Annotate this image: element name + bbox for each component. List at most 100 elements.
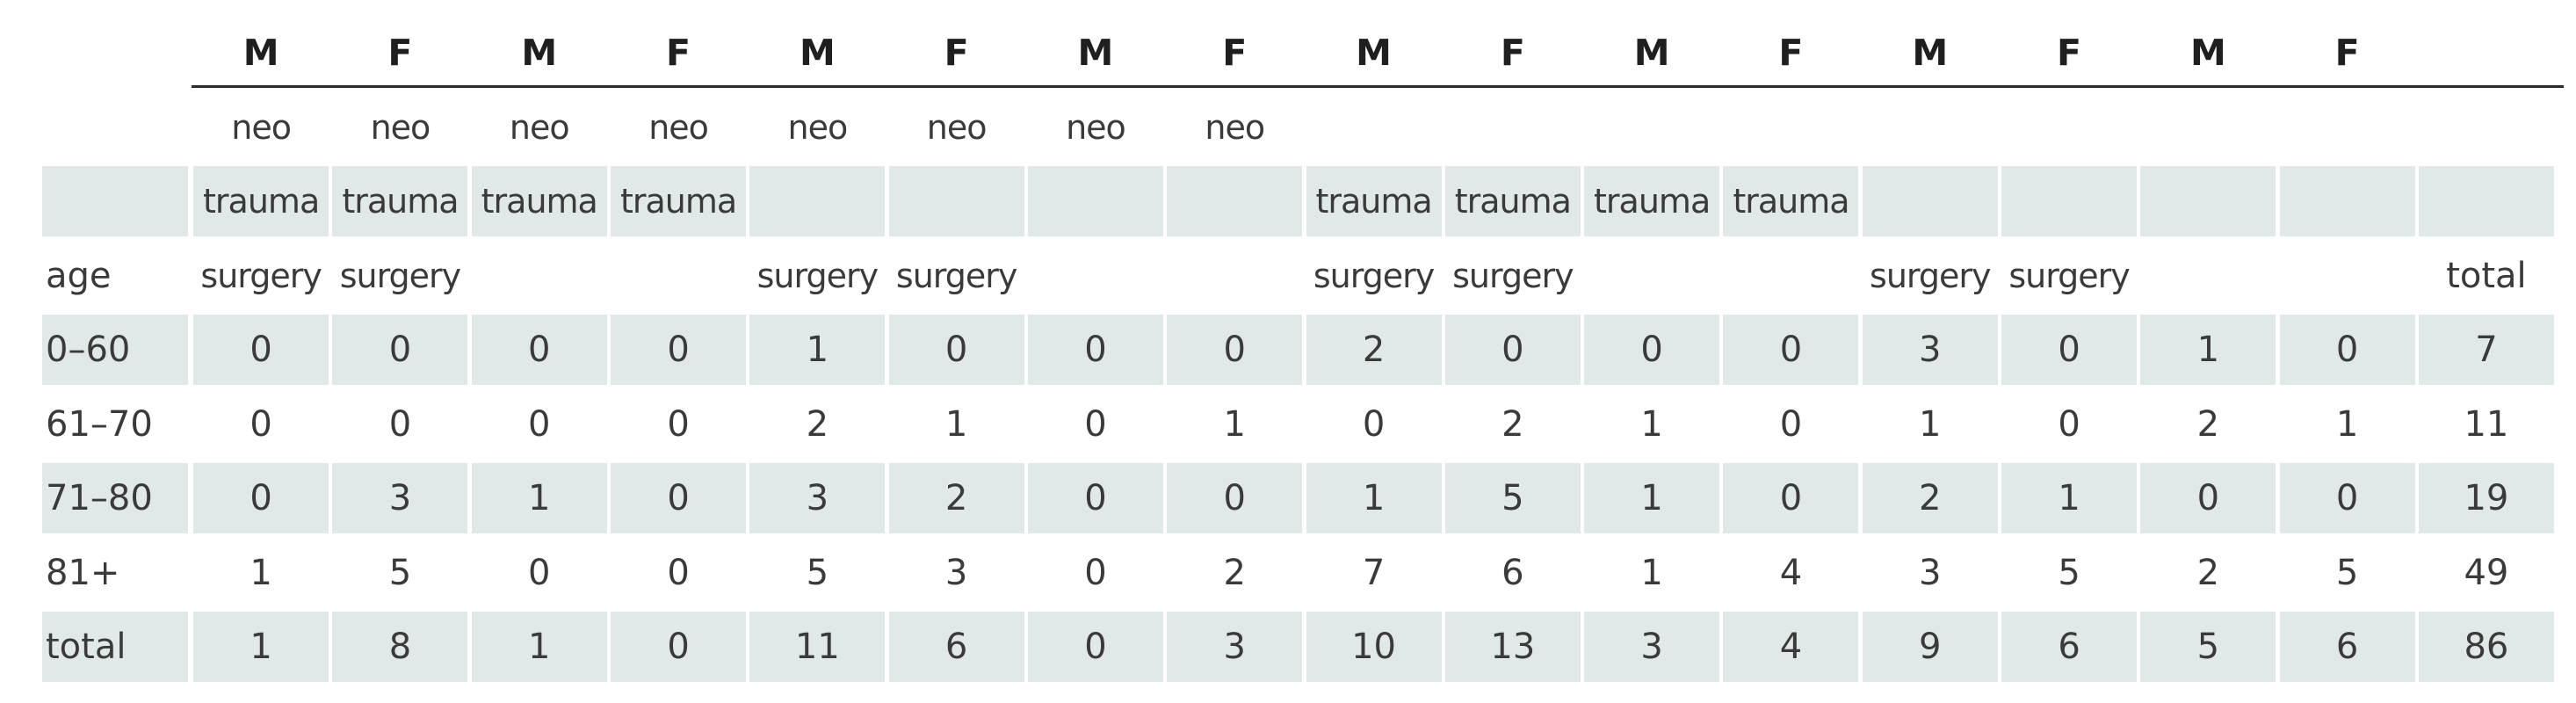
table-cell: 7 [1362,552,1386,593]
table-cell: 1 [471,612,607,682]
table-cell: 0 [1723,315,1859,385]
col-header-sex: F [2334,31,2360,74]
col-header-surgery: surgery [1870,256,1991,295]
col-header-neo [2001,92,2137,163]
table-cell: 2 [1862,463,1998,533]
table-cell: 2 [2196,552,2220,593]
row-total: 49 [2464,552,2509,593]
table-cell: 10 [1306,612,1442,682]
table-cell: 0 [1084,552,1107,593]
table-cell: 0 [332,315,468,385]
table-cell: 1 [944,403,968,445]
table-cell: 2 [2196,403,2220,445]
col-header-neo [1306,92,1442,163]
col-header-trauma: trauma [471,166,607,236]
table-cell: 0 [1027,315,1163,385]
col-header-trauma [1027,166,1163,236]
col-header-neo: neo [648,107,709,147]
table-cell: 5 [1444,463,1581,533]
total-header: total [2446,255,2527,296]
col-header-surgery [1723,241,1858,311]
col-header-surgery [611,241,746,311]
table-cell: 1 [2140,315,2276,385]
header-rule [192,85,2564,88]
col-header-surgery: surgery [1313,256,1435,295]
table-cell: 0 [471,315,607,385]
col-header-neo [1584,92,1719,163]
table-cell: 0 [528,403,551,445]
table-cell: 1 [1584,463,1720,533]
col-header-sex: F [1222,31,1248,74]
table-cell: 2 [1501,403,1524,445]
table-cell: 0 [2279,315,2415,385]
table-cell: 1 [1640,552,1663,593]
col-header-trauma [2279,166,2415,236]
table-cell: 1 [1306,463,1442,533]
table-cell: 6 [888,612,1024,682]
col-header-surgery [1028,241,1163,311]
col-header-sex: F [387,31,413,74]
row-label: 61–70 [46,403,153,445]
col-header-neo [2140,92,2276,163]
col-header-trauma: trauma [1306,166,1442,236]
col-header-trauma [888,166,1024,236]
table-cell: 5 [2140,612,2276,682]
table-cell: 1 [2001,463,2138,533]
table-cell: 2 [806,403,829,445]
table-cell: 1 [1223,403,1246,445]
table-cell: 5 [2058,552,2080,593]
table-cell: 4 [1779,552,1803,593]
col-header-sex: M [242,31,279,74]
table-cell: 11 [749,612,886,682]
col-header-trauma: trauma [1444,166,1581,236]
table-cell: 0 [1027,612,1163,682]
row-total: 11 [2464,403,2509,445]
table-cell: 1 [193,612,329,682]
row-total: 19 [2418,463,2554,533]
col-header-neo [1863,92,1998,163]
table-cell: 1 [749,315,886,385]
col-header-sex: M [1356,31,1392,74]
table-cell: 0 [1084,403,1107,445]
col-header-surgery: surgery [200,256,322,295]
table-cell: 0 [611,463,747,533]
table-cell: 0 [193,315,329,385]
col-header-trauma: trauma [611,166,747,236]
col-header-trauma [749,166,886,236]
table-cell: 0 [2140,463,2276,533]
table-cell: 3 [1919,552,1942,593]
table-cell: 0 [250,403,272,445]
table-cell: 1 [2335,403,2359,445]
table-cell: 3 [332,463,468,533]
col-header-neo: neo [509,107,570,147]
table-cell: 8 [332,612,468,682]
col-header-surgery: surgery [339,256,461,295]
col-header-sex: M [2189,31,2226,74]
table-cell: 3 [1584,612,1720,682]
table-cell: 0 [1167,463,1303,533]
col-header-surgery [1584,241,1719,311]
col-header-surgery [1167,241,1302,311]
col-header-trauma [2140,166,2276,236]
table-cell: 2 [1223,552,1246,593]
col-header-trauma: trauma [1584,166,1720,236]
table-cell: 1 [250,552,272,593]
table-cell: 0 [1027,463,1163,533]
col-header-neo: neo [926,107,988,147]
table-cell: 6 [2279,612,2415,682]
table-cell: 3 [749,463,886,533]
table-cell: 1 [1919,403,1942,445]
col-header-trauma [2001,166,2138,236]
table-cell: 0 [611,612,747,682]
col-header-trauma: trauma [332,166,468,236]
col-header-neo [2280,92,2415,163]
table-cell: 9 [1862,612,1998,682]
col-header-sex: F [1500,31,1525,74]
col-header-sex: F [1778,31,1804,74]
table-cell: 5 [388,552,412,593]
col-header-neo: neo [787,107,848,147]
table-cell: 0 [667,552,690,593]
col-header-trauma: trauma [1723,166,1859,236]
table-cell: 0 [1362,403,1386,445]
